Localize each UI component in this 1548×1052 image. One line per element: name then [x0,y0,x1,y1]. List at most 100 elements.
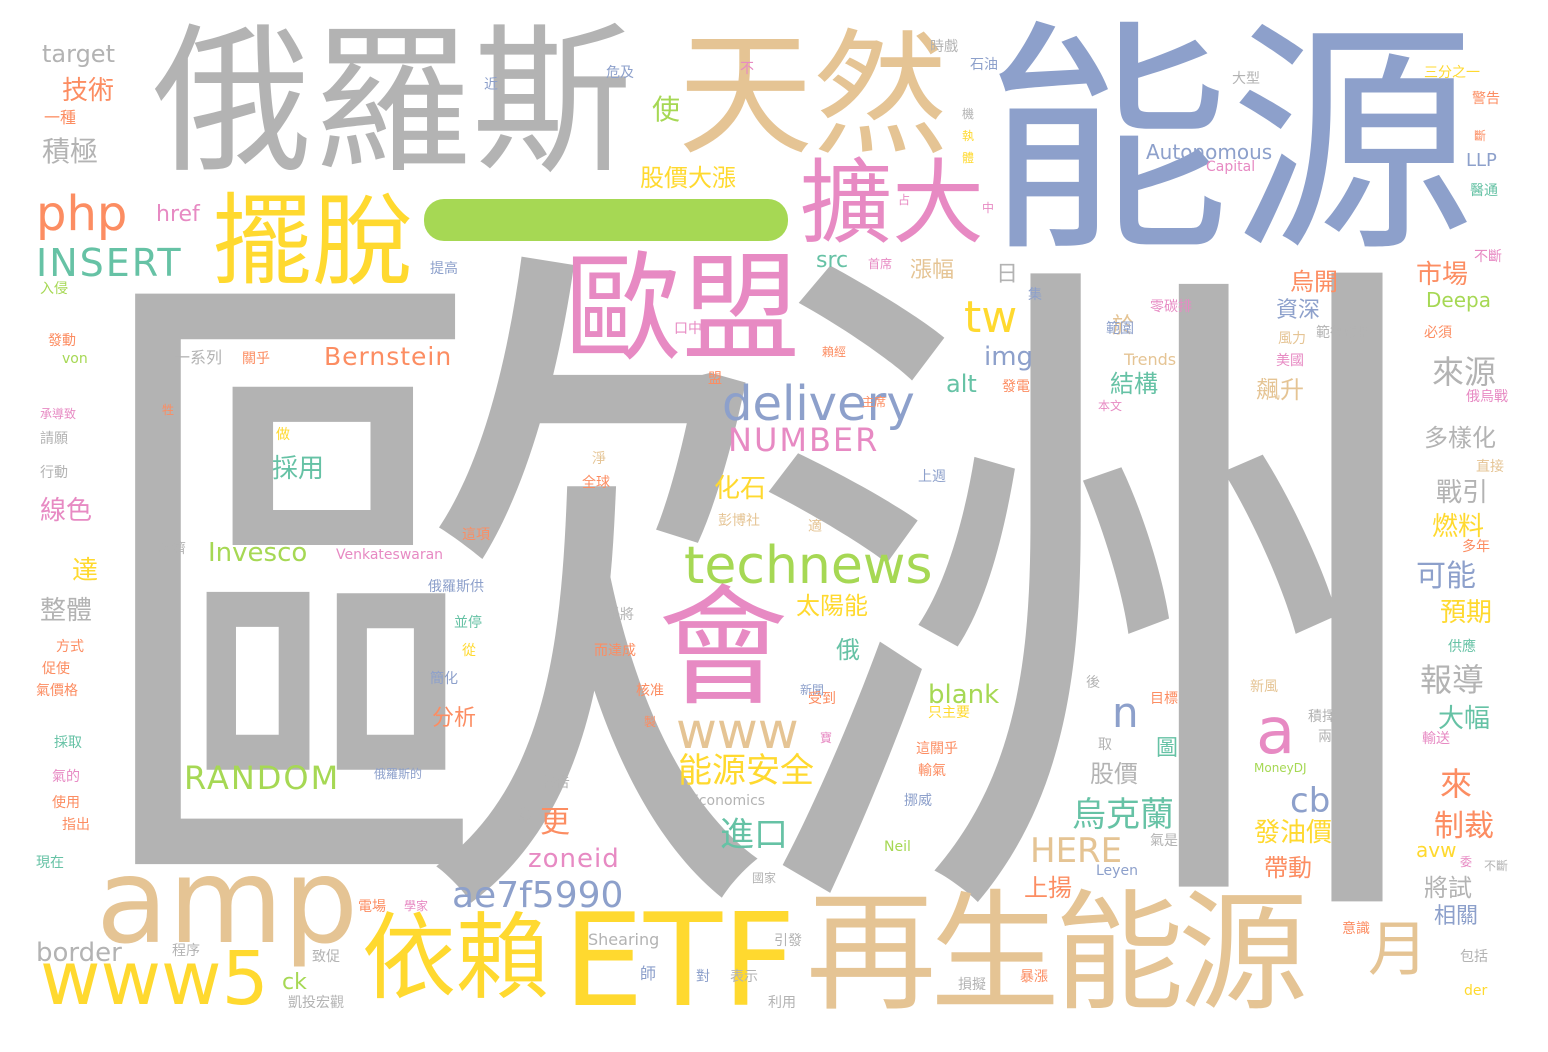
word: 日 [996,262,1019,287]
word: Bernstein [324,342,453,371]
word: 一系列 [174,348,223,367]
word: 股價 [1090,760,1138,788]
word: 新風 [1250,679,1278,695]
word: 範德賴恩 [1316,325,1372,341]
word: 圖 [1156,736,1179,761]
word: der [1464,983,1488,999]
word: src [816,248,849,273]
word: 風力 [1278,331,1306,347]
word: 發電 [1002,379,1030,395]
word: 制裁 [1434,809,1494,844]
word: 大幅 [1438,704,1491,734]
word: Venkateswaran [336,547,444,563]
word: 多樣化 [1424,424,1496,452]
word: 挪威 [904,793,932,809]
word: 經濟 [158,541,186,557]
word: 關乎 [242,351,270,367]
word: 從 [462,643,476,659]
word: 警告 [1472,91,1500,107]
word: 適 [808,519,822,535]
word: 直接 [1476,459,1504,475]
word: 對 [696,969,710,985]
word: 寶 [820,731,833,745]
word: 上揚 [1024,874,1072,902]
word: 新聞 [800,683,825,697]
word: 擺脫 [212,183,412,300]
word: 擴大 [800,150,985,257]
word: 一種 [44,108,77,127]
word: 化石 [714,474,767,504]
word: 主席 [862,395,887,409]
word: href [156,202,200,227]
word: 方式 [56,639,84,655]
word: 國家 [752,871,777,885]
word: 再生能源 [806,877,1308,1029]
word: Autonomous [1146,140,1273,164]
word: 核准 [636,683,664,699]
word: RANDOM [184,759,341,797]
word: 爭將 [606,607,634,623]
word: www5 [40,936,269,1022]
word: 促使 [42,661,70,677]
word: php [36,186,128,242]
word: 能源 [985,0,1475,285]
word: 表示 [730,969,758,985]
word: NUMBER [728,421,880,459]
word: 提高 [430,261,458,277]
word: technews [684,536,933,596]
word: Trends [1124,350,1177,369]
word: von [62,351,88,367]
word: 烏開 [1290,268,1338,296]
word: 承導致 [40,407,77,421]
word: blank [928,680,1000,710]
word: Invesco [208,538,308,568]
word: Capital [1206,159,1256,175]
word: 發動 [48,333,76,349]
word: amp [96,832,359,970]
word: INSERT [36,241,183,285]
word: avw [1416,838,1457,862]
word: Shearing [588,930,660,949]
word: 供應 [1448,639,1476,655]
word: 股價大漲 [640,164,736,192]
word: 而達成 [594,643,636,659]
word: 範圍 [1106,321,1134,337]
word: 烏克蘭 [1072,795,1174,835]
word: target [42,40,115,68]
word: 學家 [404,899,429,913]
word: 請願 [40,431,68,447]
word: 發油價 [1254,818,1333,848]
word: 體 [962,151,975,165]
word: 報導 [1420,661,1485,699]
word: 取 [1098,737,1112,753]
word: ETF [563,887,796,1036]
word: 醫通 [1470,183,1498,199]
word: 能源安全 [678,751,814,791]
word: 市場 [1416,260,1469,290]
word: HERE [1030,831,1123,871]
word: 占 [898,193,911,207]
word: 帶動 [1264,854,1312,882]
word: 積擇 [1308,709,1336,725]
word: ae7f5990 [452,875,624,916]
word: 電場 [358,899,386,915]
word: cb [1290,781,1331,821]
word: 程序 [172,943,200,959]
word: 師 [640,964,657,983]
word: www [676,702,799,760]
word: 受到 [808,691,836,707]
word: 歐盟 [564,240,801,378]
word: 俄羅斯供 [428,579,484,595]
word: alt [946,370,977,398]
word: 報告 [542,775,570,791]
word: 斷 [1474,129,1487,143]
word: 不 [740,61,754,77]
word: 簡化 [430,671,458,687]
word: 口中 [674,321,702,337]
word: 更 [540,805,570,840]
word: 輸送 [1422,731,1450,747]
word: n [1112,688,1139,737]
word: 飆升 [1256,376,1304,404]
word: 採用 [272,454,325,484]
word: 俄烏戰 [1466,389,1508,405]
